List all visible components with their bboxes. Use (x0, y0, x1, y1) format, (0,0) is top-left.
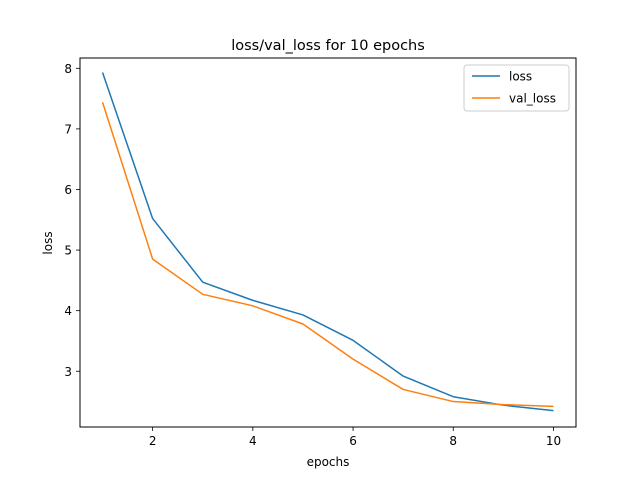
x-tick-label: 2 (149, 434, 157, 448)
legend: loss val_loss (463, 64, 570, 112)
x-axis-ticks: 2 4 6 8 10 (149, 427, 561, 448)
x-tick-label: 6 (349, 434, 357, 448)
y-tick-label: 3 (64, 365, 72, 379)
legend-label-loss: loss (509, 70, 532, 84)
plot-area (101, 72, 554, 412)
x-tick-label: 8 (449, 434, 457, 448)
plot-frame (79, 57, 577, 428)
y-tick-label: 4 (64, 304, 72, 318)
y-tick-label: 8 (64, 62, 72, 76)
x-axis-label: epochs (307, 455, 350, 469)
y-tick-label: 7 (64, 122, 72, 136)
y-tick-label: 6 (64, 183, 72, 197)
legend-label-val-loss: val_loss (509, 92, 556, 106)
series-line-val-loss (101, 102, 554, 408)
series-line-loss (101, 72, 554, 412)
y-tick-label: 5 (64, 244, 72, 258)
y-axis-ticks: 3 4 5 6 7 8 (64, 62, 80, 379)
x-tick-label: 10 (546, 434, 561, 448)
x-tick-label: 4 (249, 434, 257, 448)
y-axis-label: loss (41, 231, 55, 254)
chart-title: loss/val_loss for 10 epochs (231, 38, 425, 54)
